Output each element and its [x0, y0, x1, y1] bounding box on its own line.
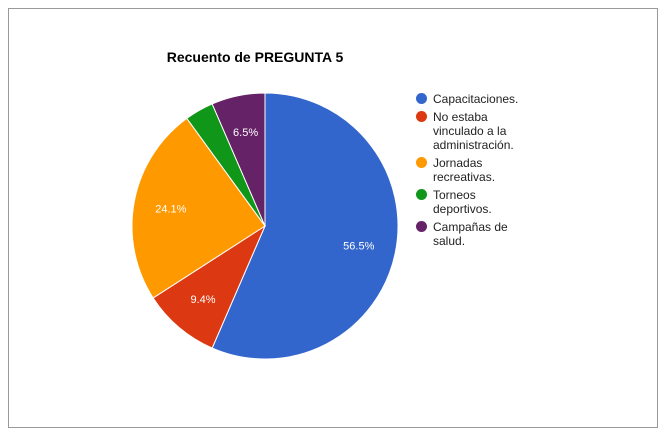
slice-label: 24.1%: [155, 203, 186, 215]
slice-label: 56.5%: [343, 240, 374, 252]
chart-title: Recuento de PREGUNTA 5: [167, 49, 344, 65]
legend-item: Campañas de salud.: [416, 220, 536, 248]
legend-item: Torneos deportivos.: [416, 188, 536, 216]
legend-label: Torneos deportivos.: [433, 188, 492, 216]
legend-swatch: [416, 93, 427, 104]
chart-frame: [8, 8, 658, 428]
slice-label: 6.5%: [233, 127, 258, 139]
legend-swatch: [416, 111, 427, 122]
legend-swatch: [416, 221, 427, 232]
legend-item: Jornadas recreativas.: [416, 156, 536, 184]
slice-label: 9.4%: [190, 294, 215, 306]
legend-swatch: [416, 189, 427, 200]
pie-slice: [211, 92, 266, 227]
legend-item: Capacitaciones.: [416, 92, 536, 106]
pie-slice: [131, 117, 266, 299]
legend-label: Jornadas recreativas.: [433, 156, 496, 184]
pie-slice: [152, 224, 267, 349]
legend-label: Capacitaciones.: [433, 92, 519, 106]
legend-label: No estaba vinculado a la administración.: [433, 110, 514, 152]
legend: Capacitaciones. No estaba vinculado a la …: [416, 92, 536, 252]
legend-swatch: [416, 157, 427, 168]
legend-label: Campañas de salud.: [433, 220, 508, 248]
legend-item: No estaba vinculado a la administración.: [416, 110, 536, 152]
pie-slice: [211, 92, 399, 360]
